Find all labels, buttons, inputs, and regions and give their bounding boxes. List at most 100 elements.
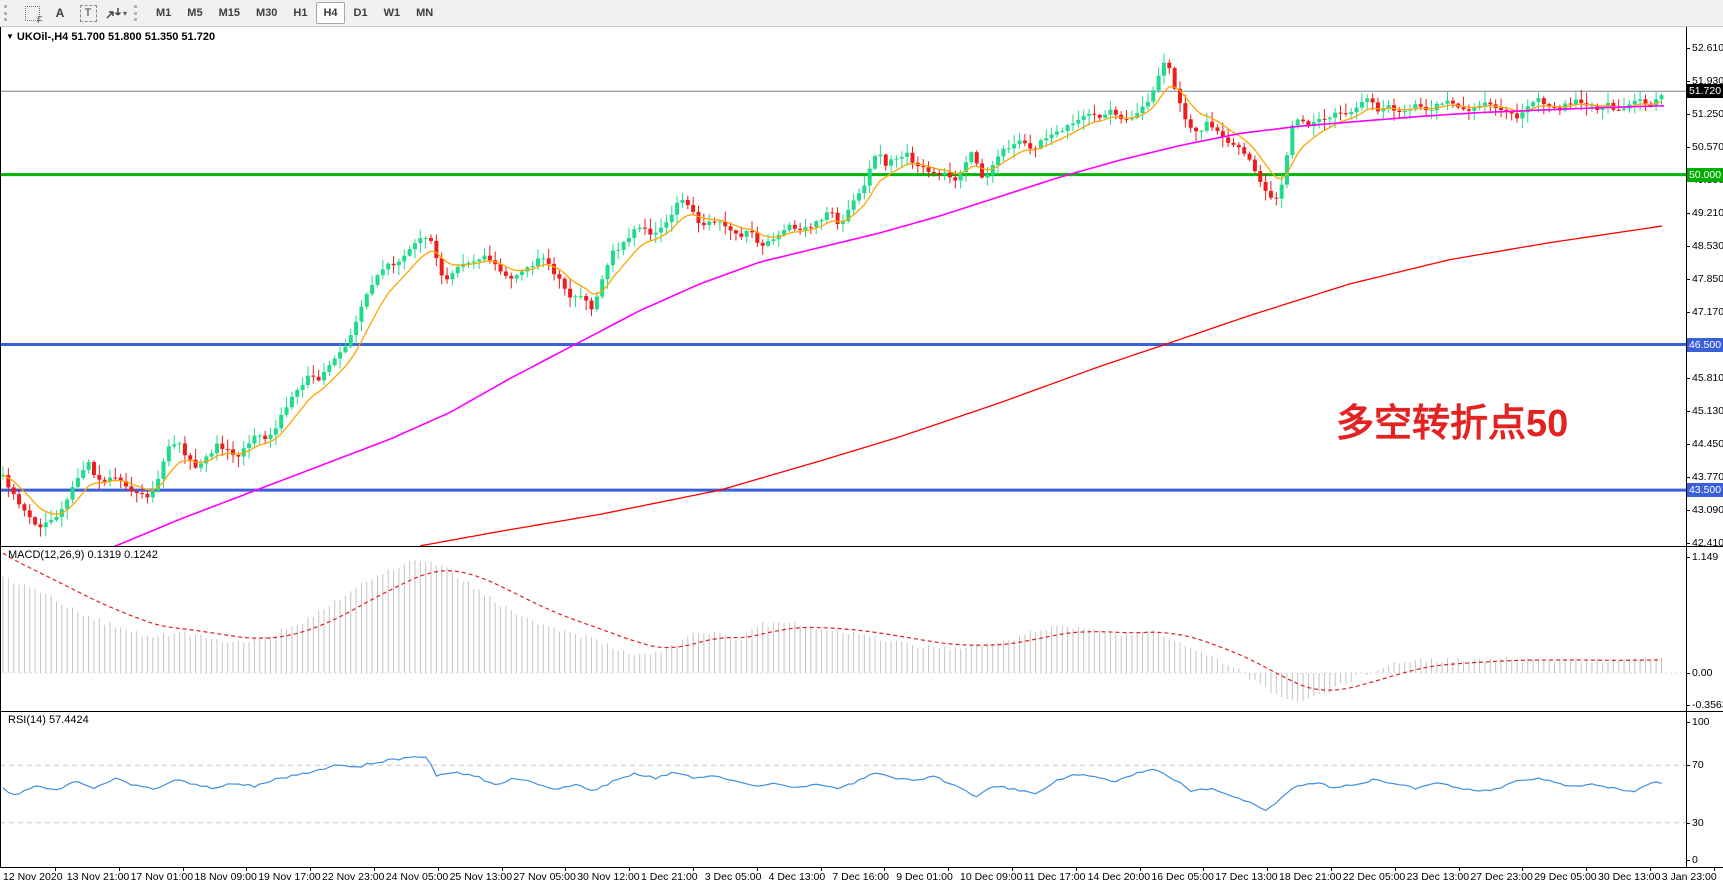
timeframe-button-m1[interactable]: M1 <box>156 7 172 19</box>
time-axis-label: 13 Nov 21:00 <box>66 871 130 883</box>
price-axis-tick <box>1686 213 1690 214</box>
time-axis-tick <box>1331 867 1332 871</box>
time-axis-tick <box>1458 867 1460 871</box>
rsi-axis-tick <box>1686 765 1690 766</box>
macd-axis-tick <box>1686 557 1690 558</box>
chart-header: ▼ UKOil-,H4 51.700 51.800 51.350 51.720 <box>6 31 215 43</box>
price-axis-tick <box>1686 444 1690 445</box>
arrows-icon <box>106 8 121 19</box>
macd-axis-label: 0.00 <box>1692 667 1713 679</box>
price-axis-tick <box>1686 477 1690 478</box>
dropdown-caret-icon[interactable]: ▾ <box>122 8 127 18</box>
price-axis-line <box>1686 27 1687 867</box>
time-axis-label: 10 Dec 09:00 <box>960 871 1023 883</box>
time-axis-label: 9 Dec 01:00 <box>896 871 953 883</box>
time-axis-label: 24 Nov 05:00 <box>385 871 449 883</box>
price-axis-label: 44.450 <box>1692 438 1723 450</box>
symbol-dropdown-icon[interactable]: ▼ <box>6 32 14 41</box>
timeframe-button-m30[interactable]: M30 <box>255 7 278 19</box>
time-axis-label: 4 Dec 13:00 <box>768 871 826 883</box>
price-axis-label: 43.090 <box>1692 504 1723 516</box>
text-icon: A <box>55 6 65 20</box>
time-axis-label: 18 Nov 09:00 <box>194 871 257 883</box>
tool-fibonacci-button[interactable]: F <box>19 2 45 25</box>
time-axis-tick <box>629 867 631 871</box>
price-axis-tick <box>1686 246 1690 247</box>
rsi-axis-tick <box>1686 823 1690 824</box>
time-axis-label: 30 Dec 13:00 <box>1598 871 1661 883</box>
time-axis-label: 18 Dec 21:00 <box>1279 871 1342 883</box>
timeframe-button-m15[interactable]: M15 <box>218 7 240 19</box>
price-axis-label: 50.570 <box>1692 141 1723 153</box>
time-axis-label: 22 Dec 05:00 <box>1342 871 1406 883</box>
time-axis-tick <box>565 867 567 871</box>
timeframe-button-h4[interactable]: H4 <box>316 2 345 24</box>
rsi-panel[interactable] <box>0 711 1687 867</box>
time-axis-tick <box>437 867 439 871</box>
panel-separator <box>0 546 1723 547</box>
macd-panel[interactable] <box>0 546 1687 711</box>
ma-mid-line <box>113 104 1665 546</box>
time-axis-tick <box>1713 867 1715 871</box>
time-axis-tick <box>1267 867 1269 871</box>
time-axis-label: 27 Dec 23:00 <box>1470 871 1533 883</box>
price-axis-label: 42.410 <box>1692 537 1723 549</box>
panel-separator <box>0 711 1723 712</box>
time-axis-label: 11 Dec 17:00 <box>1023 871 1086 883</box>
macd-axis-tick <box>1686 673 1690 674</box>
toolbar: F A T ▾ M1 M5 M15 M30 H1 H4 D1 W1 MN <box>0 0 1723 27</box>
text-label-icon: T <box>79 4 97 22</box>
tool-text-label-button[interactable]: T <box>75 2 101 24</box>
macd-axis-tick <box>1686 705 1690 706</box>
time-axis-tick <box>1522 867 1524 871</box>
price-marker-50.000: 50.000 <box>1687 168 1723 182</box>
toolbar-grip-2[interactable] <box>134 5 142 21</box>
rsi-axis-tick <box>1686 860 1690 861</box>
rsi-axis-label: 0 <box>1692 854 1698 866</box>
time-axis-tick <box>948 867 950 871</box>
time-axis-tick <box>693 867 694 871</box>
timeframe-button-mn[interactable]: MN <box>416 7 434 19</box>
rsi-chart-surface[interactable] <box>0 711 1687 867</box>
timeframe-button-h1[interactable]: H1 <box>293 7 308 19</box>
rsi-label: RSI(14) 57.4424 <box>8 714 89 726</box>
time-axis-tick <box>884 867 886 871</box>
price-axis-tick <box>1686 48 1690 49</box>
rsi-axis-label: 100 <box>1692 716 1710 728</box>
time-axis-label: 7 Dec 16:00 <box>832 871 890 883</box>
time-axis-label: 17 Nov 01:00 <box>130 871 194 883</box>
price-axis-tick <box>1686 543 1690 544</box>
timeframe-button-d1[interactable]: D1 <box>353 7 368 19</box>
macd-label: MACD(12,26,9) 0.1319 0.1242 <box>8 549 158 561</box>
candlestick-chart-surface[interactable] <box>0 27 1687 546</box>
time-axis-label: 17 Dec 13:00 <box>1215 871 1278 883</box>
line-tools-group: F A T ▾ <box>18 2 130 25</box>
rsi-axis-tick <box>1686 722 1690 723</box>
price-axis-label: 47.170 <box>1692 306 1723 318</box>
fibonacci-icon: F <box>24 5 43 25</box>
price-axis-tick <box>1686 81 1690 82</box>
price-marker-46.500: 46.500 <box>1687 338 1723 352</box>
price-axis-label: 52.610 <box>1692 42 1723 54</box>
annotation-text: 多空转折点50 <box>1336 403 1569 445</box>
main-chart-panel[interactable] <box>0 27 1687 546</box>
tool-arrows-button[interactable]: ▾ <box>103 2 129 24</box>
time-axis-tick <box>820 867 822 871</box>
time-axis-tick <box>1650 867 1651 871</box>
toolbar-grip[interactable] <box>4 5 12 21</box>
time-axis-tick <box>246 867 248 871</box>
time-axis-tick <box>374 867 375 871</box>
panel-separator <box>0 867 1723 868</box>
price-marker-51.720: 51.720 <box>1687 84 1723 98</box>
time-axis-tick <box>1139 867 1141 871</box>
chart-left-border <box>0 27 1 867</box>
price-axis-tick <box>1686 378 1690 379</box>
timeframe-button-m5[interactable]: M5 <box>187 7 203 19</box>
price-axis-tick <box>1686 114 1690 115</box>
macd-chart-surface[interactable] <box>0 546 1687 711</box>
timeframe-button-w1[interactable]: W1 <box>383 7 401 19</box>
time-axis-tick <box>310 867 312 871</box>
price-axis-label: 45.810 <box>1692 372 1723 384</box>
tool-text-button[interactable]: A <box>47 2 73 24</box>
rsi-axis-label: 30 <box>1692 817 1704 829</box>
